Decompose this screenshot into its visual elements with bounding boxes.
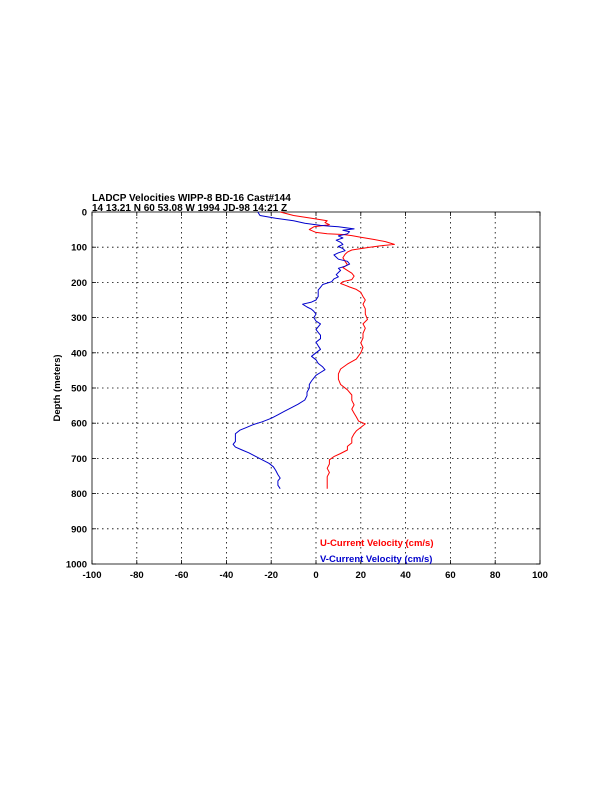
u-velocity-line	[280, 211, 395, 489]
x-tick-label: 0	[313, 570, 318, 581]
chart-title-line1: LADCP Velocities WIPP-8 BD-16 Cast#144	[92, 193, 291, 204]
y-tick-label: 500	[71, 384, 87, 395]
y-axis-ticks: 0 100 200 300 400 500 600 700 800 900 1000	[66, 208, 540, 571]
y-tick-label: 800	[71, 489, 87, 500]
y-tick-label: 400	[71, 348, 87, 359]
x-tick-label: -80	[130, 570, 144, 581]
y-tick-label: 100	[71, 243, 87, 254]
x-tick-label: 20	[356, 570, 367, 581]
v-velocity-line	[232, 211, 355, 489]
x-tick-label: -40	[220, 570, 234, 581]
y-tick-label: 900	[71, 524, 87, 535]
y-tick-label: 200	[71, 278, 87, 289]
x-tick-label: 80	[490, 570, 501, 581]
y-tick-label: 300	[71, 313, 87, 324]
x-tick-label: -100	[82, 570, 101, 581]
series-lines	[232, 211, 395, 489]
y-tick-label: 700	[71, 454, 87, 465]
y-tick-label: 600	[71, 419, 87, 430]
y-axis-label: Depth (meters)	[52, 354, 63, 421]
chart-title-line2: 14 13.21 N 60 53.08 W 1994 JD-98 14:21 Z	[92, 203, 287, 214]
legend-u-velocity: U-Current Velocity (cm/s)	[320, 538, 434, 549]
legend-v-velocity: V-Current Velocity (cm/s)	[320, 554, 432, 565]
y-tick-label: 1000	[66, 560, 87, 571]
x-tick-label: 100	[532, 570, 548, 581]
grid	[92, 212, 540, 564]
x-tick-label: -20	[264, 570, 278, 581]
x-axis-ticks: -100 -80 -60 -40 -20 0 20 40 60 80 100	[82, 212, 548, 581]
x-tick-label: -60	[175, 570, 189, 581]
y-tick-label: 0	[82, 208, 87, 219]
x-tick-label: 60	[445, 570, 456, 581]
x-tick-label: 40	[400, 570, 411, 581]
